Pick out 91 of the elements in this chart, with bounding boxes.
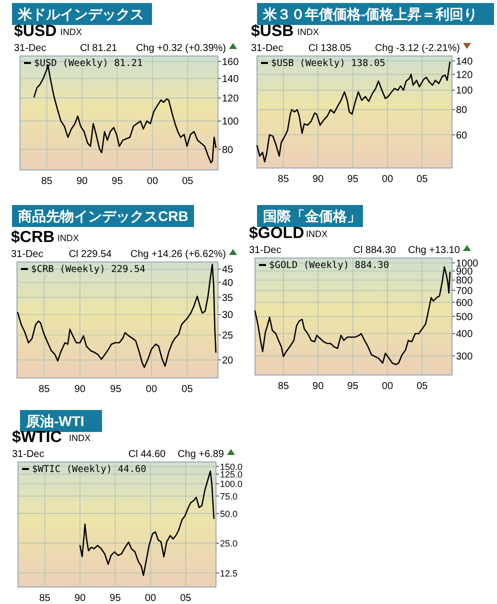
x-tick-label: 05 [416, 174, 428, 185]
legend-label: $USB (Weekly) 138.05 [271, 58, 386, 69]
x-tick-label: 85 [38, 384, 50, 395]
text: 31-Dec [12, 449, 44, 460]
x-tick-label: 00 [382, 174, 394, 185]
text: Chg +14.26 (+6.62%) [130, 249, 226, 260]
x-tick-label: 00 [146, 176, 158, 187]
text: INDX [60, 27, 82, 37]
x-tick-label: 95 [347, 381, 359, 392]
text: Chg +13.10 [408, 245, 460, 256]
legend-label: $WTIC (Weekly) 44.60 [32, 464, 147, 475]
text: Chg +0.32 (+0.39%) [136, 43, 226, 54]
x-tick-label: 05 [180, 593, 192, 604]
text: $GOLD [249, 225, 304, 242]
text: $USD [14, 23, 57, 40]
text: 31-Dec [11, 249, 44, 260]
x-tick-label: 95 [110, 593, 122, 604]
x-tick-label: 95 [110, 384, 122, 395]
text: Cl 884.30 [353, 245, 396, 256]
y-tick-label: 120 [456, 70, 474, 81]
y-tick-label: 125.0 [220, 470, 243, 480]
x-tick-label: 90 [76, 176, 88, 187]
text: Cl 44.60 [128, 449, 166, 460]
x-tick-label: 85 [41, 176, 53, 187]
text: Cl 138.05 [308, 43, 352, 54]
y-tick-label: 100 [222, 116, 240, 128]
text: 31-Dec [251, 43, 284, 54]
text: Cl 229.54 [68, 249, 112, 260]
y-tick-label: 700 [456, 286, 474, 297]
y-tick-label: 300 [456, 351, 474, 362]
chart-title: 米３０年債価格-価格上昇＝利回り [262, 6, 478, 22]
y-tick-label: 100.0 [220, 479, 243, 490]
y-tick-label: 25.0 [220, 538, 238, 549]
x-tick-label: 95 [112, 176, 124, 187]
x-tick-label: 05 [182, 176, 194, 187]
x-tick-label: 05 [182, 384, 194, 395]
y-tick-label: 800 [456, 276, 474, 287]
x-tick-label: 90 [74, 384, 86, 395]
legend-label: $CRB (Weekly) 229.54 [31, 264, 146, 275]
y-tick-label: 100 [456, 86, 474, 97]
y-tick-label: 45 [222, 264, 234, 276]
x-tick-label: 90 [74, 593, 86, 604]
chart-title: 商品先物インデックスCRB [17, 208, 188, 224]
y-tick-label: 75.0 [220, 492, 238, 502]
y-tick-label: 12.5 [220, 568, 238, 578]
y-tick-label: 20 [222, 355, 234, 366]
text: INDX [57, 233, 79, 243]
y-tick-label: 500 [456, 312, 474, 323]
x-tick-label: 95 [347, 174, 359, 185]
y-tick-label: 40 [222, 278, 234, 289]
text: INDX [297, 27, 319, 37]
x-tick-label: 00 [144, 593, 156, 604]
x-tick-label: 90 [312, 174, 324, 185]
y-tick-label: 150.0 [220, 462, 243, 472]
y-tick-label: 120 [222, 93, 240, 104]
x-tick-label: 85 [278, 174, 290, 185]
x-tick-label: 05 [416, 381, 428, 392]
text: Chg +6.89 [178, 449, 224, 460]
y-tick-label: 140 [456, 56, 474, 68]
text: 31-Dec [14, 43, 46, 54]
y-tick-label: 80 [456, 105, 468, 116]
text: Chg -3.12 (-2.21%) [374, 43, 460, 54]
text: 31-Dec [249, 245, 282, 256]
y-tick-label: 400 [456, 329, 474, 340]
y-tick-label: 25 [222, 330, 234, 342]
y-tick-label: 900 [456, 266, 474, 278]
text: INDX [69, 433, 91, 443]
y-tick-label: 35 [222, 292, 234, 304]
chart-title: 米ドルインデックス [17, 6, 144, 22]
x-tick-label: 85 [39, 593, 51, 604]
y-tick-label: 600 [456, 298, 474, 309]
chart-title: 原油-WTI [25, 413, 84, 429]
x-tick-label: 00 [382, 381, 394, 392]
text: $USB [251, 23, 294, 40]
y-tick-label: 160 [222, 56, 240, 68]
x-tick-label: 00 [146, 384, 158, 395]
text: INDX [306, 229, 328, 239]
text: $CRB [11, 229, 55, 246]
y-tick-label: 80 [222, 144, 234, 156]
legend-label: $USD (Weekly) 81.21 [34, 58, 143, 69]
text: Cl 81.21 [80, 43, 118, 54]
y-tick-label: 30 [222, 310, 234, 322]
legend-label: $GOLD (Weekly) 884.30 [269, 260, 390, 271]
text: $WTIC [12, 429, 62, 446]
chart-title: 国際「金価格」 [263, 208, 361, 224]
x-tick-label: 85 [278, 381, 290, 392]
y-tick-label: 60 [456, 130, 468, 142]
y-tick-label: 50.0 [220, 508, 238, 519]
x-tick-label: 90 [312, 381, 324, 392]
y-tick-label: 140 [222, 74, 240, 85]
line-series [17, 264, 217, 368]
